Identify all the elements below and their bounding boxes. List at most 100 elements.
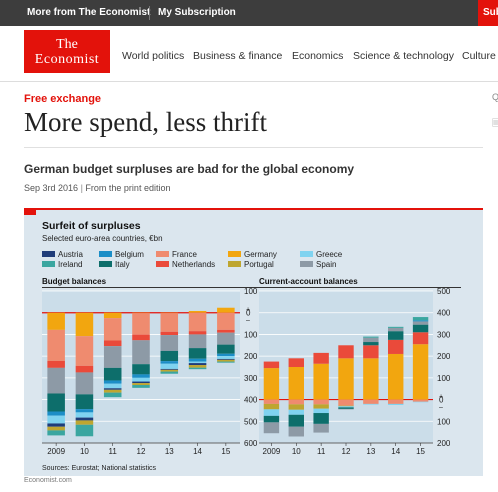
dateline: Sep 3rd 2016 | From the print edition <box>24 183 170 193</box>
chart-corner-mark <box>24 208 36 215</box>
current-account-balances-x-label-13: 13 <box>366 447 375 456</box>
publish-date: Sep 3rd 2016 <box>24 183 79 193</box>
chart-legend: Austria Belgium France Germany Greece Ireland… <box>42 250 343 269</box>
current-account-balances-bar-greece-12 <box>338 406 354 408</box>
subscribe-button[interactable]: Subs <box>478 0 498 26</box>
nav-economics[interactable]: Economics <box>292 50 344 62</box>
current-account-balances-bar-france-15 <box>412 399 429 402</box>
current-account-balances-bar-netherlands-2009 <box>263 361 280 369</box>
more-from-economist-link[interactable]: More from The Economist <box>27 7 151 18</box>
current-account-balances-bar-france-12 <box>338 399 354 406</box>
current-account-balances-bar-spain-13 <box>363 337 379 343</box>
current-account-balances-bar-italy-14 <box>388 331 404 340</box>
nav-science-technology[interactable]: Science & technology <box>353 50 454 62</box>
budget-balances-bar-austria-2009 <box>47 423 65 427</box>
current-account-balances-bar-portugal-12 <box>338 405 354 407</box>
budget-balances-bar-portugal-11 <box>103 389 122 393</box>
current-account-balances-bar-germany-13 <box>363 358 379 400</box>
current-account-balances-x-label-2009: 2009 <box>263 447 281 456</box>
surfeit-chart: Surfeit of surpluses Selected euro-area … <box>24 208 483 476</box>
print-icon[interactable]: 🗏 <box>492 118 498 128</box>
budget-balances-bar-spain-10 <box>75 372 94 395</box>
budget-balances-bar-france-10 <box>75 336 94 366</box>
budget-balances-bar-portugal-13 <box>160 369 179 372</box>
budget-balances-bar-netherlands-2009 <box>47 360 65 368</box>
current-account-balances-tick-label: 300 <box>437 330 451 339</box>
current-account-balances-tick-label: 0 <box>439 396 444 405</box>
current-account-balances-bar-netherlands-11 <box>313 352 329 364</box>
budget-balances-bar-france-14 <box>188 312 207 332</box>
current-account-balances-bar-ireland-14 <box>388 326 404 328</box>
budget-balances-tick-label: 300 <box>244 374 258 383</box>
budget-balances-tick-label: 0 <box>246 309 251 318</box>
chart-source: Sources: Eurostat; National statistics <box>42 465 156 472</box>
budget-balances-bar-ireland-11 <box>103 392 122 398</box>
current-account-balances-tick-minus: – <box>439 405 443 412</box>
budget-balances-bar-netherlands-11 <box>103 340 122 347</box>
budget-balances-bar-austria-13 <box>160 368 179 370</box>
current-account-balances-bar-portugal-10 <box>288 404 304 410</box>
current-account-balances-tick-label: 400 <box>437 309 451 318</box>
legend-label-spain: Spain <box>316 260 336 269</box>
search-icon[interactable]: Q <box>492 92 498 102</box>
nav-business-finance[interactable]: Business & finance <box>193 50 283 62</box>
budget-balances-bar-germany-13 <box>160 312 179 314</box>
budget-balances-bar-italy-10 <box>75 394 94 410</box>
budget-balances-tick-label: 100 <box>244 330 258 339</box>
current-account-balances-bar-greece-2009 <box>263 409 280 416</box>
budget-balances-bar-france-12 <box>132 313 150 335</box>
budget-balances-bar-ireland-15 <box>217 361 235 363</box>
legend-swatch-austria <box>42 251 55 257</box>
budget-balances-bar-greece-15 <box>217 356 235 359</box>
legend-label-ireland: Ireland <box>58 260 82 269</box>
current-account-balances-bar-france-14 <box>388 399 404 404</box>
budget-balances-bar-austria-11 <box>103 388 122 390</box>
legend-label-france: France <box>172 250 197 259</box>
current-account-balances-bar-germany-11 <box>313 363 329 400</box>
legend-swatch-netherlands <box>156 261 169 267</box>
current-account-balances-bar-netherlands-12 <box>338 345 354 359</box>
budget-balances-bar-austria-12 <box>132 381 150 384</box>
budget-balances-bar-germany-12 <box>132 312 150 314</box>
budget-balances-bar-netherlands-12 <box>132 334 150 341</box>
budget-balances-bar-netherlands-13 <box>160 331 179 336</box>
budget-balances-bar-spain-14 <box>188 334 207 349</box>
current-account-balances-bar-spain-10 <box>288 426 304 437</box>
print-edition-link[interactable]: From the print edition <box>85 183 171 193</box>
current-account-balances-bar-spain-15 <box>412 321 429 325</box>
current-account-balances-panel-title: Current-account balances <box>259 277 358 286</box>
chart-top-rule <box>24 208 483 210</box>
budget-balances-bar-germany-10 <box>75 312 94 337</box>
current-account-balances-bar-germany-10 <box>288 367 304 400</box>
budget-balances-bar-portugal-2009 <box>47 426 65 431</box>
legend-swatch-belgium <box>99 251 112 257</box>
current-account-balances-bar-france-10 <box>288 399 304 405</box>
budget-balances-bar-france-15 <box>217 312 235 330</box>
budget-balances-bar-germany-11 <box>103 312 122 319</box>
section-label[interactable]: Free exchange <box>24 93 102 105</box>
current-account-balances-bar-ireland-15 <box>412 317 429 321</box>
logo-line-1: The <box>56 37 78 52</box>
budget-balances-bar-belgium-12 <box>132 374 150 378</box>
current-account-balances-bar-greece-11 <box>313 408 329 414</box>
nav-world-politics[interactable]: World politics <box>122 50 185 62</box>
budget-balances-bar-spain-2009 <box>47 367 65 394</box>
budget-balances-bar-ireland-10 <box>75 424 94 437</box>
economist-logo[interactable]: The Economist <box>24 30 110 73</box>
legend-swatch-portugal <box>228 261 241 267</box>
budget-balances-tick-label: 100 <box>244 287 258 296</box>
budget-balances-panel-title: Budget balances <box>42 277 107 286</box>
nav-culture[interactable]: Culture <box>462 50 496 62</box>
budget-balances-bar-belgium-13 <box>160 361 179 364</box>
current-account-balances-tick-label: 500 <box>437 287 451 296</box>
current-account-balances-x-label-11: 11 <box>317 447 326 456</box>
budget-balances-bar-greece-12 <box>132 377 150 382</box>
my-subscription-link[interactable]: My Subscription <box>158 7 236 18</box>
budget-balances-bar-portugal-14 <box>188 365 207 368</box>
budget-balances-bar-portugal-12 <box>132 383 150 386</box>
current-account-balances-bar-belgium-15 <box>412 320 429 322</box>
budget-balances-bar-netherlands-15 <box>217 329 235 333</box>
budget-balances-bar-italy-12 <box>132 364 150 375</box>
budget-balances-bar-spain-11 <box>103 346 122 368</box>
current-account-balances-bar-netherlands-13 <box>363 345 379 359</box>
